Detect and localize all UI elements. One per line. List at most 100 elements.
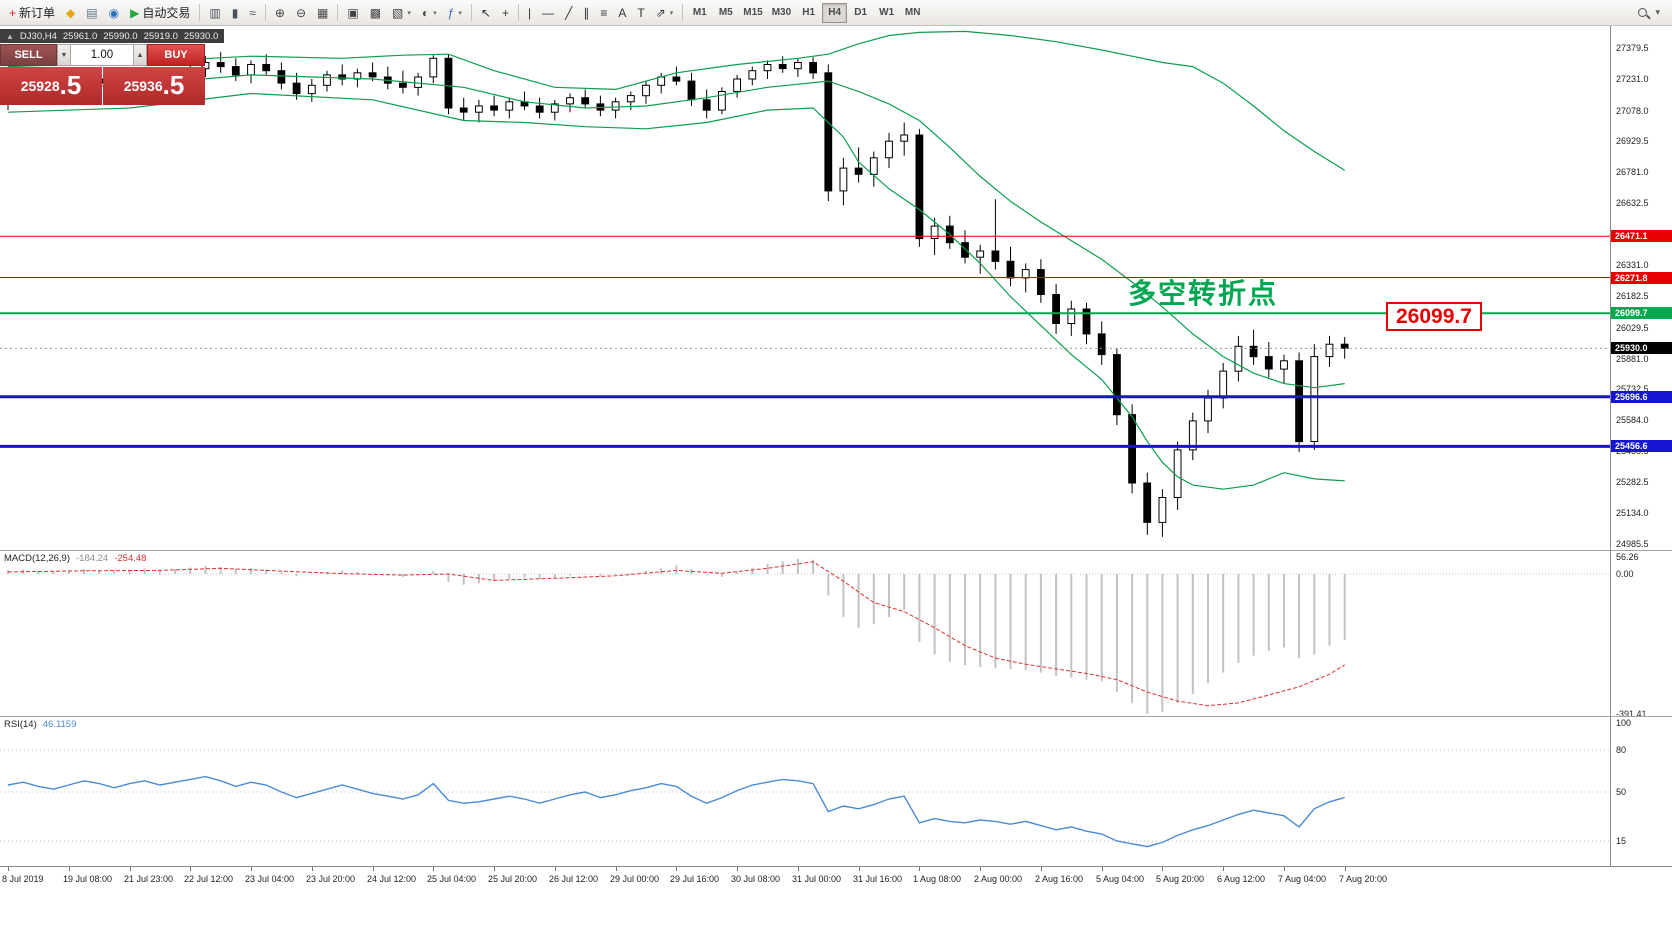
candle-body: [292, 82, 301, 95]
main-chart-panel: 27379.5 27231.0 27078.0 26929.5 26781.0 26632…: [0, 26, 1672, 550]
chart-window-button[interactable]: ◆: [61, 2, 80, 23]
profiles-dropdown[interactable]: ◐ ▾: [417, 2, 442, 23]
cascade-windows-button[interactable]: ▩: [365, 2, 386, 23]
buy-price-button[interactable]: 25936.5: [103, 67, 205, 105]
time-axis[interactable]: 8 Jul 2019 19 Jul 08:00 21 Jul 23:00 22 Jul…: [0, 866, 1672, 891]
bar-chart-button[interactable]: ▥: [204, 2, 225, 23]
time-axis-label: 5 Aug 04:00: [1096, 874, 1145, 884]
time-axis-tick: [251, 867, 252, 871]
macd-canvas[interactable]: [0, 551, 1610, 716]
candle-body: [1052, 294, 1060, 324]
candle-body: [778, 64, 787, 70]
candlestick-chart-icon: ▮: [231, 5, 239, 20]
new-order-button-label: 新订单: [19, 6, 56, 20]
macd-label: MACD(12,26,9) -184.24 -254.48: [4, 553, 146, 564]
time-axis-tick: [1345, 867, 1346, 871]
time-axis-label: 6 Aug 12:00: [1217, 874, 1266, 884]
timeframe-mn-button[interactable]: MN: [900, 3, 925, 23]
data-window-button[interactable]: ◉: [104, 2, 124, 23]
line-chart-button[interactable]: ≈: [244, 2, 261, 23]
arrows-dropdown[interactable]: ⇗ ▾: [651, 2, 679, 23]
one-click-trading-panel: SELL ▼ ▲ BUY 25928.5 25936.5: [0, 44, 205, 105]
candle-body: [262, 64, 271, 72]
volume-decrease-button[interactable]: ▼: [57, 44, 71, 66]
timeframe-m5-button[interactable]: M5: [713, 3, 738, 23]
time-axis-tick: [1284, 867, 1285, 871]
time-axis-label: 25 Jul 04:00: [427, 874, 477, 884]
macd-value: -184.24: [76, 553, 109, 564]
cursor-icon: ↖: [480, 5, 491, 20]
timeframe-h1-button[interactable]: H1: [796, 3, 821, 23]
data-window-icon: ◉: [108, 5, 120, 20]
vertical-line-button[interactable]: |: [523, 2, 536, 23]
collapse-panel-icon[interactable]: ▲: [6, 31, 14, 41]
timeframe-w1-button[interactable]: W1: [874, 3, 899, 23]
price-callout-label[interactable]: 26099.7: [1386, 302, 1482, 331]
toolbar-separator: [517, 4, 519, 21]
trendline-button[interactable]: ╱: [560, 2, 577, 23]
timeframe-m30-button[interactable]: M30: [768, 3, 795, 23]
symbol-ohlc-bar: ▲ DJ30,H4 25961.0 25990.0 25919.0 25930.…: [0, 29, 225, 43]
tile-windows-icon: ▦: [317, 5, 329, 20]
zoom-out-button[interactable]: ⊖: [291, 2, 311, 23]
time-axis-tick: [69, 867, 70, 871]
new-chart-icon: ▧: [392, 5, 404, 20]
time-axis-label: 30 Jul 08:00: [731, 874, 781, 884]
sell-button[interactable]: SELL: [0, 44, 57, 66]
candlestick-chart-button[interactable]: ▮: [227, 2, 244, 23]
timeframe-m15-button[interactable]: M15: [739, 3, 766, 23]
candle-body: [535, 105, 544, 113]
time-axis-label: 7 Aug 20:00: [1339, 874, 1388, 884]
channel-icon: ∥: [583, 5, 590, 20]
chart-annotation-text[interactable]: 多空转折点: [1128, 278, 1279, 309]
search-icon[interactable]: [1638, 8, 1648, 17]
cursor-button[interactable]: ↖: [476, 2, 496, 23]
arrange-windows-button[interactable]: ▣: [342, 2, 363, 23]
price-scale[interactable]: 27379.5 27231.0 27078.0 26929.5 26781.0 26632…: [1610, 26, 1672, 550]
new-chart-dropdown[interactable]: ▧ ▾: [387, 2, 416, 23]
timeframe-m1-button[interactable]: M1: [687, 3, 712, 23]
candle-body: [915, 134, 924, 240]
profiles-icon: ◐: [421, 5, 430, 20]
text-icon: A: [618, 5, 627, 20]
candle-body: [824, 72, 833, 192]
label-icon: T: [637, 5, 645, 20]
price-chart-canvas[interactable]: [0, 26, 1610, 550]
tile-windows-button[interactable]: ▦: [312, 2, 333, 23]
crosshair-button[interactable]: +: [497, 2, 514, 23]
print-button[interactable]: ▤: [81, 2, 102, 23]
toolbar-menu-icon[interactable]: ▾: [1655, 7, 1660, 17]
fibonacci-button[interactable]: ≡: [595, 2, 612, 23]
time-axis-tick: [737, 867, 738, 871]
rsi-canvas[interactable]: [0, 717, 1610, 866]
time-axis-label: 7 Aug 04:00: [1278, 874, 1327, 884]
zoom-in-button[interactable]: ⊕: [270, 2, 290, 23]
candle-body: [611, 101, 620, 111]
price-scale-label: 25282.5: [1616, 477, 1649, 487]
autotrading-button[interactable]: ▶ 自动交易: [125, 2, 195, 23]
text-button[interactable]: A: [613, 2, 631, 23]
buy-button[interactable]: BUY: [147, 44, 205, 66]
price-level-chip: 25696.6: [1611, 391, 1672, 403]
time-axis-label: 22 Jul 12:00: [184, 874, 234, 884]
timeframe-h4-button[interactable]: H4: [822, 2, 848, 23]
volume-increase-button[interactable]: ▲: [133, 44, 147, 66]
macd-scale[interactable]: 56.26 0.00 -391.41: [1610, 551, 1672, 719]
new-order-button[interactable]: + 新订单: [4, 2, 60, 23]
sell-price-button[interactable]: 25928.5: [0, 67, 102, 105]
time-axis-tick: [312, 867, 313, 871]
rsi-scale[interactable]: 100 80 50 15: [1610, 717, 1672, 866]
candle-body: [1082, 308, 1091, 335]
candle-body: [1158, 497, 1167, 523]
indicators-dropdown[interactable]: ƒ ▾: [443, 2, 467, 23]
candle-body: [231, 66, 240, 76]
horizontal-line-button[interactable]: —: [537, 2, 559, 23]
channel-button[interactable]: ∥: [578, 2, 594, 23]
price-scale-label: 25881.0: [1616, 354, 1649, 364]
time-axis-label: 29 Jul 16:00: [670, 874, 720, 884]
timeframe-d1-button[interactable]: D1: [848, 3, 873, 23]
volume-input[interactable]: [71, 44, 133, 66]
label-button[interactable]: T: [632, 2, 649, 23]
macd-scale-label: -391.41: [1616, 709, 1647, 719]
time-axis-tick: [859, 867, 860, 871]
